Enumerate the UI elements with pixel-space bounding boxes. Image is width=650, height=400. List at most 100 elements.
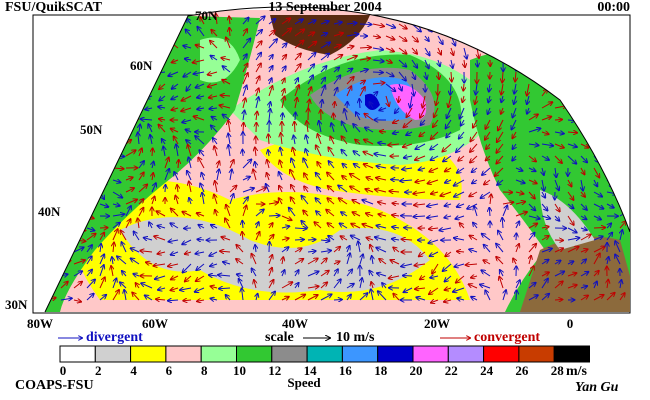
- wind-arrow: [359, 69, 368, 72]
- wind-arrow: [243, 111, 245, 121]
- wind-arrow: [133, 274, 140, 276]
- wind-arrow: [372, 60, 384, 61]
- wind-arrow: [463, 83, 464, 91]
- wind-arrow: [484, 245, 491, 253]
- wind-arrow: [306, 135, 308, 145]
- colorbar-tick-label: 14: [304, 363, 318, 378]
- wind-arrow: [428, 179, 439, 184]
- wind-arrow: [497, 179, 504, 185]
- wind-arrow: [354, 164, 361, 169]
- wind-arrow: [307, 42, 316, 49]
- wind-arrow: [138, 199, 144, 205]
- wind-arrow: [218, 275, 231, 276]
- wind-arrow: [346, 46, 353, 48]
- wind-arrow: [141, 119, 153, 120]
- wind-arrow: [496, 155, 504, 164]
- wind-arrow: [189, 198, 191, 205]
- wind-arrow: [363, 224, 374, 229]
- wind-arrow: [282, 257, 283, 265]
- wind-arrow: [186, 30, 192, 37]
- wind-arrow: [242, 221, 243, 229]
- wind-arrow: [431, 131, 439, 139]
- wind-arrow: [215, 181, 217, 193]
- wind-arrow: [445, 204, 452, 206]
- wind-arrow: [333, 114, 334, 121]
- wind-arrow: [554, 281, 563, 289]
- wind-arrow: [393, 294, 400, 301]
- wind-arrow: [200, 17, 205, 25]
- wind-arrow: [138, 218, 139, 229]
- wind-arrow: [502, 71, 503, 82]
- wind-arrow: [399, 83, 402, 91]
- wind-arrow: [317, 162, 321, 169]
- wind-arrow: [229, 160, 234, 169]
- wind-arrow: [202, 173, 205, 181]
- wind-arrow: [214, 146, 217, 157]
- wind-arrow: [183, 71, 192, 77]
- wind-arrow: [187, 19, 192, 25]
- wind-arrow: [444, 216, 452, 218]
- wind-arrow: [425, 35, 429, 41]
- wind-arrow: [411, 59, 417, 68]
- wind-arrow: [145, 295, 153, 301]
- wind-arrow: [466, 264, 478, 265]
- wind-arrow: [269, 109, 270, 121]
- wind-arrow: [122, 242, 127, 253]
- wind-arrow: [209, 251, 218, 256]
- wind-arrow: [253, 170, 256, 181]
- wind-arrow: [242, 197, 248, 205]
- wind-arrow: [281, 247, 289, 253]
- wind-arrow: [149, 222, 152, 229]
- wind-arrow: [171, 252, 179, 255]
- wind-arrow: [372, 92, 377, 96]
- wind-arrow: [328, 236, 335, 241]
- wind-arrow: [353, 212, 361, 217]
- wind-arrow: [351, 224, 361, 229]
- wind-arrow: [443, 155, 452, 161]
- wind-arrow: [320, 78, 325, 85]
- wind-arrow: [136, 283, 139, 289]
- wind-arrow: [515, 202, 525, 204]
- wind-arrow: [327, 173, 335, 181]
- wind-arrow: [333, 45, 341, 48]
- wind-arrow: [580, 155, 587, 162]
- wind-arrow: [459, 131, 465, 139]
- wind-arrow: [542, 191, 545, 198]
- wind-arrow: [415, 288, 426, 289]
- wind-arrow: [221, 95, 231, 96]
- wind-arrow: [346, 86, 351, 97]
- wind-arrow: [367, 238, 374, 240]
- wind-arrow: [242, 18, 249, 25]
- wind-arrow: [359, 87, 365, 97]
- wind-arrow: [112, 180, 120, 182]
- wind-arrow: [425, 71, 427, 79]
- wind-arrow: [195, 287, 205, 292]
- wind-arrow: [132, 293, 140, 301]
- wind-arrow: [99, 277, 105, 289]
- colorbar-title: Speed: [287, 375, 321, 390]
- wind-arrow: [242, 150, 243, 157]
- wind-arrow: [124, 290, 126, 301]
- wind-arrow: [496, 244, 504, 253]
- wind-arrow: [342, 122, 348, 133]
- colorbar-tick-label: 12: [268, 363, 281, 378]
- wind-arrow: [60, 282, 68, 289]
- color-box: [271, 345, 308, 363]
- wind-arrow: [200, 184, 205, 193]
- wind-arrow: [419, 168, 426, 170]
- wind-arrow: [502, 202, 513, 204]
- wind-arrow: [99, 233, 104, 241]
- wind-arrow: [372, 256, 373, 265]
- legend-divergent: divergent: [86, 330, 143, 345]
- wind-arrow: [334, 102, 335, 109]
- wind-arrow: [316, 145, 322, 157]
- wind-arrow: [291, 185, 296, 193]
- wind-arrow: [295, 98, 297, 109]
- wind-arrow: [131, 258, 140, 265]
- wind-arrow: [580, 259, 586, 265]
- wind-arrow: [268, 215, 280, 216]
- wind-arrow: [141, 283, 153, 289]
- wind-arrow: [472, 180, 478, 183]
- wind-arrow: [620, 230, 622, 241]
